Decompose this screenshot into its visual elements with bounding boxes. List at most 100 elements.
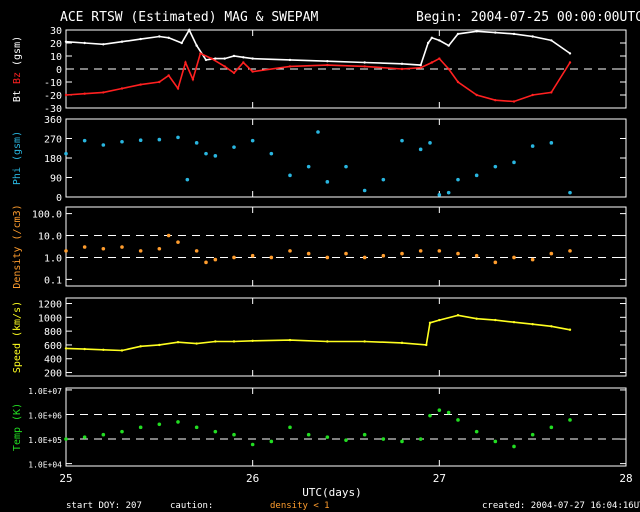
- data-point-bt: [400, 62, 404, 65]
- data-point-temp: [493, 439, 498, 444]
- y-tick-label: 100.0: [32, 210, 62, 221]
- y-tick-label: -30: [44, 104, 62, 115]
- data-point-speed: [428, 321, 432, 325]
- data-point-temp: [250, 442, 255, 447]
- data-point-temp: [138, 425, 143, 430]
- data-point-bt: [447, 44, 450, 47]
- data-point-bz: [64, 93, 68, 97]
- data-point-bz: [167, 74, 170, 77]
- data-point-temp: [325, 435, 330, 439]
- data-point-bt: [456, 32, 460, 36]
- data-point-phi: [549, 141, 554, 145]
- data-point-speed: [83, 347, 86, 351]
- y-tick-label: 90: [50, 174, 62, 185]
- data-point-density: [64, 249, 68, 253]
- y-tick-label: 180: [44, 154, 62, 165]
- data-point-phi: [101, 143, 106, 147]
- x-tick-label: 25: [59, 472, 72, 485]
- data-point-bt: [242, 56, 245, 59]
- data-point-temp: [456, 418, 460, 422]
- data-point-bt: [512, 32, 516, 36]
- data-point-speed: [531, 323, 534, 326]
- data-point-speed: [120, 349, 124, 352]
- data-point-bz: [568, 61, 572, 64]
- y-tick-label: 10: [50, 52, 62, 63]
- data-point-phi: [428, 141, 432, 145]
- data-point-phi: [204, 151, 208, 156]
- data-point-phi: [493, 164, 498, 169]
- data-point-temp: [428, 413, 432, 418]
- data-point-temp: [176, 420, 180, 424]
- data-point-speed: [232, 340, 236, 343]
- data-point-phi: [400, 138, 404, 143]
- data-point-phi: [64, 151, 68, 156]
- x-tick-label: 26: [246, 472, 259, 485]
- data-point-temp: [446, 410, 451, 415]
- data-point-bt: [64, 40, 68, 43]
- data-point-phi: [138, 138, 143, 143]
- data-point-bz: [158, 80, 161, 84]
- data-point-bt: [158, 35, 161, 38]
- data-point-phi: [530, 144, 535, 148]
- y-tick-label: 0: [56, 193, 62, 204]
- data-point-bz: [475, 93, 478, 97]
- data-point-speed: [494, 318, 497, 322]
- data-point-temp: [549, 425, 554, 430]
- data-point-speed: [176, 340, 180, 344]
- data-point-density: [306, 251, 311, 256]
- data-point-bz: [494, 99, 497, 102]
- data-point-phi: [176, 135, 180, 140]
- data-point-bz: [438, 57, 441, 60]
- data-point-density: [166, 233, 171, 238]
- y-tick-label: 1.0E+06: [28, 412, 62, 421]
- data-point-bt: [204, 58, 208, 62]
- y-tick-label: -20: [44, 91, 62, 102]
- begin-timestamp: Begin: 2004-07-25 00:00:00UTC: [416, 10, 640, 25]
- data-point-speed: [363, 340, 366, 343]
- data-point-speed: [475, 317, 478, 320]
- data-point-density: [82, 245, 87, 249]
- data-point-bz: [102, 91, 105, 94]
- data-point-temp: [306, 432, 311, 437]
- data-point-bz: [550, 91, 553, 94]
- data-point-density: [474, 253, 479, 258]
- data-point-bt: [363, 61, 366, 64]
- start-doy-label: start DOY: 207: [66, 501, 142, 511]
- data-point-bt: [223, 57, 226, 60]
- data-point-phi: [344, 164, 348, 169]
- data-point-phi: [232, 145, 236, 149]
- caution-label: caution:: [170, 501, 213, 511]
- y-tick-label: 1.0E+04: [28, 461, 62, 470]
- data-point-bt: [83, 41, 86, 45]
- data-point-phi: [362, 188, 367, 193]
- y-tick-label: 1000: [38, 313, 62, 324]
- data-point-temp: [213, 429, 218, 434]
- data-point-bt: [167, 36, 170, 39]
- data-point-speed: [251, 339, 254, 342]
- data-point-bz: [83, 92, 86, 95]
- data-point-phi: [250, 138, 255, 143]
- data-point-bt: [326, 60, 329, 63]
- y-tick-label: 200: [44, 369, 62, 380]
- data-point-temp: [101, 432, 106, 437]
- data-point-bt: [120, 40, 124, 43]
- data-point-bt: [419, 63, 422, 67]
- data-point-density: [493, 260, 498, 265]
- y-tick-label: 1.0E+05: [28, 436, 62, 445]
- data-point-phi: [325, 180, 330, 184]
- y-tick-label: 20: [50, 39, 62, 50]
- panel-frame: [65, 387, 627, 467]
- data-point-bz: [447, 67, 450, 71]
- data-point-density: [530, 257, 535, 262]
- data-point-density: [101, 246, 106, 251]
- data-point-temp: [120, 429, 124, 434]
- data-point-temp: [269, 439, 274, 444]
- data-point-speed: [400, 341, 404, 345]
- data-point-density: [362, 255, 367, 260]
- y-axis-label: Temp (K): [12, 403, 23, 451]
- data-point-temp: [288, 425, 292, 430]
- data-point-phi: [157, 137, 162, 142]
- data-point-bz: [288, 65, 292, 68]
- data-point-temp: [157, 422, 162, 427]
- data-point-phi: [269, 151, 274, 156]
